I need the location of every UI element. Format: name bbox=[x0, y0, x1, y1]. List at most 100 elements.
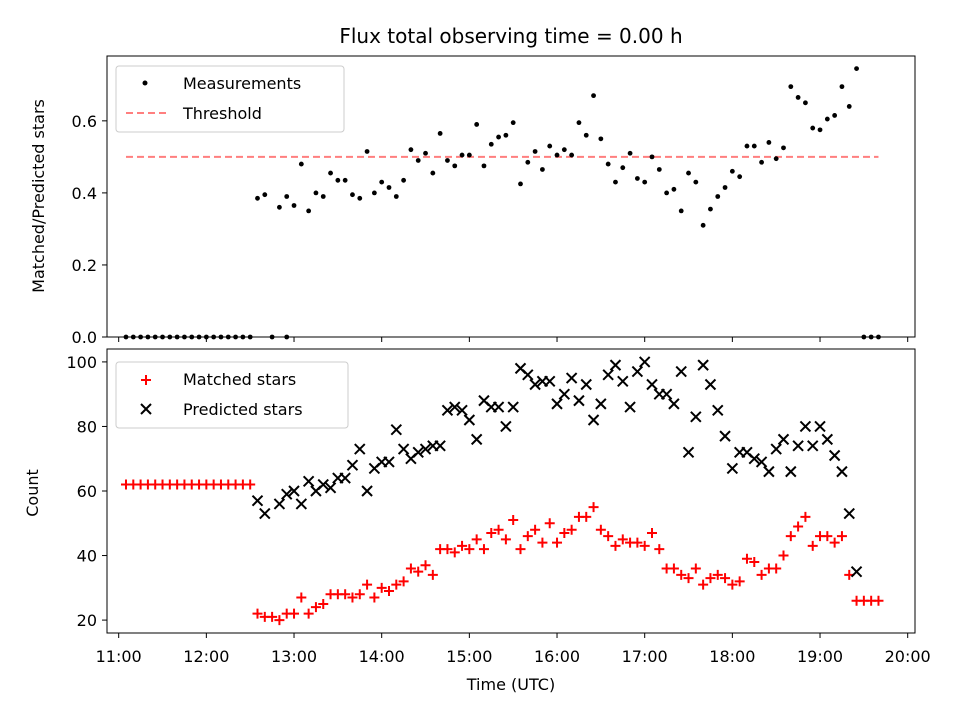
measurement-point bbox=[488, 141, 494, 147]
measurement-point bbox=[824, 116, 830, 122]
matched-point bbox=[807, 540, 818, 551]
predicted-point bbox=[843, 507, 855, 520]
predicted-point bbox=[419, 443, 432, 455]
matched-point bbox=[486, 527, 497, 538]
matched-point bbox=[741, 553, 752, 564]
legend-predicted-swatch bbox=[140, 403, 152, 415]
measurement-point bbox=[788, 84, 794, 90]
measurement-point bbox=[540, 167, 545, 172]
matched-point bbox=[698, 579, 709, 590]
bottom-y-tick-label: 20 bbox=[77, 611, 97, 630]
measurement-point bbox=[795, 95, 801, 100]
predicted-point bbox=[507, 401, 519, 413]
matched-point bbox=[362, 579, 373, 590]
measurement-point bbox=[620, 165, 626, 171]
matched-point bbox=[442, 544, 453, 555]
chart-title: Flux total observing time = 0.00 h bbox=[339, 24, 682, 48]
predicted-point bbox=[544, 375, 556, 387]
predicted-point bbox=[682, 446, 695, 458]
measurement-point bbox=[810, 125, 816, 131]
matched-point bbox=[785, 531, 796, 542]
measurement-point bbox=[518, 181, 523, 187]
measurement-point bbox=[342, 177, 348, 183]
matched-point bbox=[595, 524, 606, 535]
predicted-point bbox=[346, 459, 359, 471]
predicted-point bbox=[580, 378, 592, 391]
bottom-y-tick-label: 40 bbox=[77, 547, 97, 566]
bottom-legend-box bbox=[115, 361, 349, 429]
measurement-point bbox=[569, 152, 575, 158]
legend-measurements-swatch bbox=[142, 80, 148, 86]
top-plot-frame bbox=[106, 55, 916, 338]
predicted-point bbox=[522, 369, 534, 381]
matched-point bbox=[376, 582, 387, 593]
predicted-point bbox=[697, 359, 709, 371]
measurement-point bbox=[759, 159, 764, 165]
measurement-point bbox=[561, 147, 567, 153]
matched-point bbox=[552, 537, 563, 548]
measurement-point bbox=[700, 222, 706, 228]
predicted-point bbox=[646, 378, 658, 391]
measurement-point bbox=[839, 84, 845, 90]
top-y-tick-label: 0.6 bbox=[72, 112, 97, 131]
matched-point bbox=[705, 573, 716, 584]
predicted-point bbox=[449, 401, 461, 413]
x-tick-label: 19:00 bbox=[797, 647, 843, 666]
predicted-point bbox=[470, 433, 483, 446]
measurement-point bbox=[846, 104, 852, 109]
predicted-point bbox=[288, 485, 300, 497]
matched-point bbox=[274, 615, 285, 626]
predicted-point bbox=[617, 375, 629, 387]
top-y-tick-label: 0.4 bbox=[72, 184, 97, 203]
predicted-point bbox=[441, 404, 454, 417]
matched-point bbox=[471, 534, 482, 545]
matched-point bbox=[296, 592, 307, 603]
measurement-point bbox=[664, 190, 670, 196]
matched-point bbox=[800, 511, 811, 522]
matched-point bbox=[793, 521, 804, 532]
measurement-point bbox=[766, 140, 772, 145]
measurement-point bbox=[605, 161, 611, 167]
matched-point bbox=[340, 589, 351, 600]
matched-point bbox=[391, 579, 402, 590]
matched-point bbox=[383, 586, 394, 597]
measurement-point bbox=[496, 134, 501, 140]
matched-point bbox=[369, 592, 380, 603]
measurement-point bbox=[466, 152, 472, 158]
matched-point bbox=[836, 531, 847, 542]
measurement-point bbox=[350, 192, 355, 198]
top-panel: 0.0 0.2 0.4 0.6 Matched/Predicted stars Mea… bbox=[29, 55, 916, 347]
predicted-point bbox=[770, 443, 782, 455]
bottom-axes: 11:00 12:00 13:00 14:00 15:00 16:00 17:00 18:00… bbox=[66, 353, 930, 666]
measurement-point bbox=[430, 170, 436, 176]
predicted-point bbox=[850, 565, 863, 578]
measurement-point bbox=[503, 132, 509, 138]
matched-point bbox=[449, 547, 460, 558]
measurement-point bbox=[277, 204, 282, 210]
measurement-point bbox=[445, 158, 450, 163]
x-axis-label: Time (UTC) bbox=[466, 675, 555, 694]
predicted-point bbox=[500, 420, 512, 433]
bottom-y-tick-label: 80 bbox=[77, 417, 97, 436]
matched-point bbox=[559, 527, 570, 538]
matched-point bbox=[646, 527, 657, 538]
predicted-point bbox=[836, 465, 848, 478]
measurement-point bbox=[306, 208, 312, 214]
matched-point bbox=[522, 531, 533, 542]
measurement-point bbox=[744, 143, 750, 149]
predicted-point bbox=[354, 443, 366, 455]
predicted-point bbox=[565, 372, 578, 384]
predicted-point bbox=[529, 378, 541, 391]
predicted-point bbox=[807, 440, 819, 452]
measurement-point bbox=[591, 93, 596, 99]
x-tick-label: 12:00 bbox=[183, 647, 229, 666]
matched-point bbox=[303, 608, 314, 619]
predicted-point bbox=[660, 388, 673, 400]
predicted-point bbox=[719, 430, 731, 442]
matched-point bbox=[720, 573, 731, 584]
predicted-point bbox=[814, 420, 826, 433]
matched-point bbox=[734, 576, 745, 587]
predicted-point bbox=[324, 482, 337, 494]
measurement-point bbox=[335, 177, 341, 183]
measurement-point bbox=[459, 152, 465, 158]
